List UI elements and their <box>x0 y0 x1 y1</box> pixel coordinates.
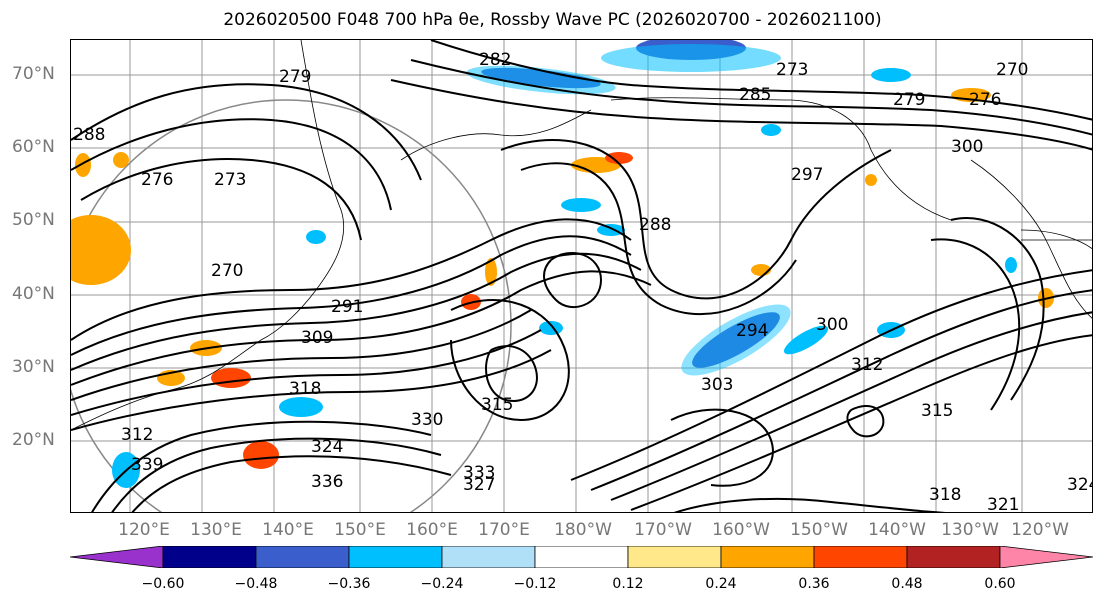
contour-label: 297 <box>791 165 823 185</box>
colorbar-segment <box>534 546 629 568</box>
contour-label: 324 <box>311 437 343 457</box>
contour-label: 336 <box>311 472 343 492</box>
colorbar-tick-label: 0.12 <box>612 576 644 592</box>
contour-label: 273 <box>214 170 246 190</box>
contour-label: 315 <box>921 401 953 421</box>
colorbar-segment <box>720 546 815 568</box>
contour-label: 270 <box>211 261 243 281</box>
lat-label-30n: 30°N <box>12 357 55 377</box>
colorbar-tick-label: 0.60 <box>984 576 1016 592</box>
contour-label: 300 <box>816 315 848 335</box>
lat-label-40n: 40°N <box>12 284 55 304</box>
contour-label: 324 <box>1067 475 1093 495</box>
coastlines <box>71 40 1092 431</box>
contour-label: 315 <box>481 395 513 415</box>
lat-label-60n: 60°N <box>12 137 55 157</box>
contour-label: 312 <box>851 355 883 375</box>
lon-label-170e: 170°E <box>478 520 530 540</box>
colorbar-segments <box>70 546 1093 568</box>
contour-label: 312 <box>121 425 153 445</box>
gridlines <box>71 40 1092 512</box>
lon-label-150w: 150°W <box>790 520 848 540</box>
lon-label-160w: 160°W <box>712 520 770 540</box>
lat-label-20n: 20°N <box>12 430 55 450</box>
lon-label-120e: 120°E <box>118 520 170 540</box>
colorbar-segment <box>70 546 164 568</box>
colorbar-tick-label: −0.36 <box>327 576 371 592</box>
colorbar-tick-label: 0.48 <box>891 576 923 592</box>
lat-label-70n: 70°N <box>12 64 55 84</box>
contour-label: 276 <box>969 90 1001 110</box>
colorbar <box>70 546 1093 568</box>
colorbar-segment <box>348 546 443 568</box>
contour-label: 291 <box>331 297 363 317</box>
colorbar-segment <box>162 546 257 568</box>
reference-circle <box>71 99 512 512</box>
contour-label: 327 <box>463 475 495 495</box>
colorbar-segment <box>441 546 536 568</box>
contour-label: 288 <box>639 215 671 235</box>
contour-label: 270 <box>996 60 1028 80</box>
contour-label: 333 <box>463 463 495 483</box>
colorbar-tick-label: 0.24 <box>705 576 737 592</box>
lon-label-130e: 130°E <box>190 520 242 540</box>
colorbar-segment <box>255 546 350 568</box>
lon-label-150e: 150°E <box>334 520 386 540</box>
contour-label: 321 <box>987 495 1019 513</box>
lon-label-180w: 180°W <box>554 520 612 540</box>
contour-label: 276 <box>141 170 173 190</box>
contour-label: 294 <box>736 321 768 341</box>
contour-label: 279 <box>893 90 925 110</box>
contour-label: 303 <box>701 375 733 395</box>
plot-title: 2026020500 F048 700 hPa θe, Rossby Wave … <box>223 10 882 30</box>
map-panel: 282 279 273 270 276 288 285 279 276 297 … <box>70 39 1093 513</box>
colorbar-tick-label: −0.60 <box>141 576 185 592</box>
colorbar-tick-label: −0.48 <box>234 576 278 592</box>
contour-label: 279 <box>279 67 311 87</box>
colorbar-tick-label: 0.36 <box>798 576 830 592</box>
lon-label-140w: 140°W <box>868 520 926 540</box>
contour-label: 282 <box>479 50 511 70</box>
theta-e-contours <box>71 40 1092 512</box>
colorbar-segment <box>906 546 1001 568</box>
contour-label: 273 <box>776 60 808 80</box>
colorbar-segment <box>813 546 908 568</box>
contour-labels: 282 279 273 270 276 288 285 279 276 297 … <box>73 50 1093 513</box>
colorbar-tick-label: −0.24 <box>420 576 464 592</box>
contour-label: 318 <box>929 485 961 505</box>
contour-label: 330 <box>411 410 443 430</box>
contour-label: 288 <box>73 125 105 145</box>
lon-label-130w: 130°W <box>941 520 999 540</box>
lon-label-170w: 170°W <box>634 520 692 540</box>
lon-label-160e: 160°E <box>406 520 458 540</box>
contour-label: 339 <box>131 455 163 475</box>
map-svg: 282 279 273 270 276 288 285 279 276 297 … <box>71 40 1093 513</box>
contour-label: 285 <box>739 85 771 105</box>
lat-label-50n: 50°N <box>12 210 55 230</box>
colorbar-segment <box>627 546 722 568</box>
lon-label-140e: 140°E <box>262 520 314 540</box>
colorbar-tick-label: −0.12 <box>513 576 557 592</box>
contour-label: 300 <box>951 137 983 157</box>
contour-label: 318 <box>289 379 321 399</box>
colorbar-segment <box>999 546 1093 568</box>
contour-label: 309 <box>301 328 333 348</box>
lon-label-120w: 120°W <box>1011 520 1069 540</box>
